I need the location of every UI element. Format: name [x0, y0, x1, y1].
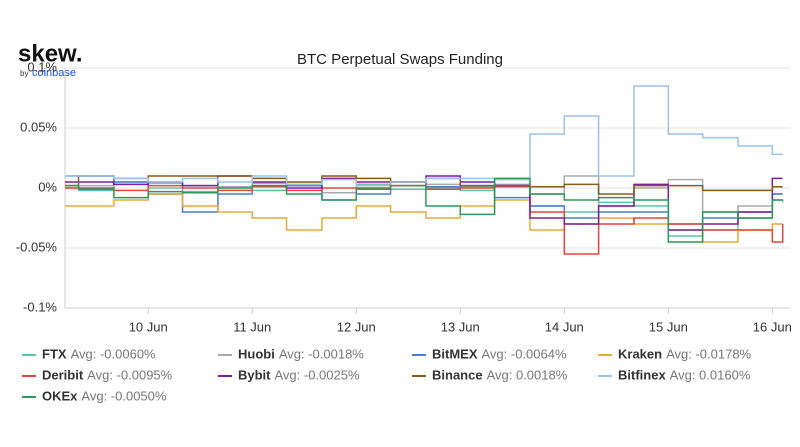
- legend-note: Avg: -0.0095%: [87, 367, 172, 382]
- x-tick-label: 15 Jun: [649, 319, 688, 334]
- brand-name: skew.: [18, 40, 83, 67]
- x-tick-label: 14 Jun: [545, 319, 584, 334]
- y-tick-label: 0.05%: [20, 119, 57, 134]
- legend-name[interactable]: Kraken: [618, 346, 662, 361]
- legend-name[interactable]: Deribit: [42, 367, 84, 382]
- legend-note: Avg: -0.0178%: [666, 346, 751, 361]
- legend-note: Avg: -0.0050%: [81, 388, 166, 403]
- legend-note: Avg: 0.0018%: [487, 367, 568, 382]
- legend-note: Avg: -0.0018%: [279, 346, 364, 361]
- brand-by: by: [20, 69, 28, 78]
- x-tick-label: 12 Jun: [337, 319, 376, 334]
- legend-note: Avg: -0.0064%: [482, 346, 567, 361]
- legend-name[interactable]: BitMEX: [432, 346, 478, 361]
- chart-title: BTC Perpetual Swaps Funding: [297, 51, 503, 68]
- x-tick-label: 13 Jun: [441, 319, 480, 334]
- legend-name[interactable]: FTX: [42, 346, 67, 361]
- legend-note: Avg: -0.0025%: [275, 367, 360, 382]
- y-tick-label: -0.05%: [16, 239, 58, 254]
- legend-note: Avg: 0.0160%: [670, 367, 751, 382]
- legend-name[interactable]: Huobi: [238, 346, 275, 361]
- legend-name[interactable]: Binance: [432, 367, 483, 382]
- y-tick-label: 0%: [38, 179, 57, 194]
- series-line: [65, 177, 783, 243]
- legend-name[interactable]: Bitfinex: [618, 367, 666, 382]
- x-tick-label: 11 Jun: [233, 319, 271, 334]
- x-tick-label: 16 Jun: [753, 319, 792, 334]
- series-line: [65, 184, 784, 255]
- y-tick-label: 0.1%: [27, 59, 57, 74]
- series-line: [65, 193, 783, 243]
- legend-note: Avg: -0.0060%: [71, 346, 156, 361]
- series-line: [65, 85, 783, 187]
- legend-name[interactable]: Bybit: [238, 367, 271, 382]
- y-tick-label: -0.1%: [23, 299, 57, 314]
- x-tick-label: 10 Jun: [129, 319, 168, 334]
- series-line: [65, 175, 783, 231]
- legend-name[interactable]: OKEx: [42, 388, 78, 403]
